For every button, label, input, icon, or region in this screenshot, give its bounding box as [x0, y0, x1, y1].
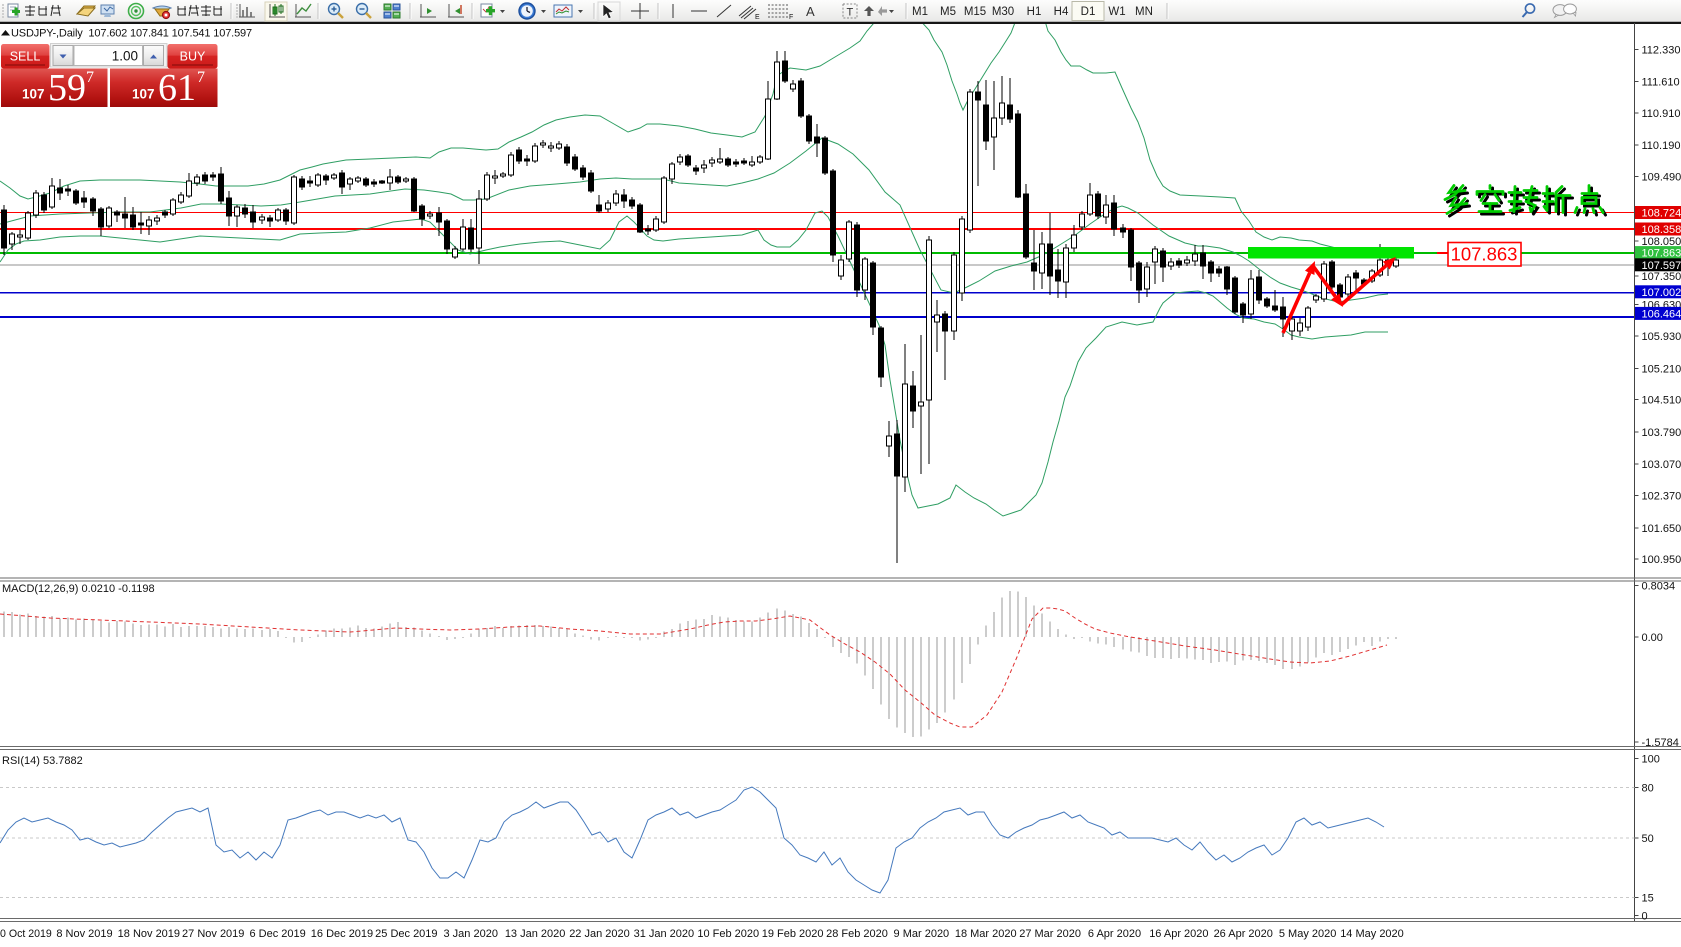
- svg-text:50: 50: [1642, 833, 1654, 845]
- svg-text:8 Nov 2019: 8 Nov 2019: [56, 928, 112, 940]
- svg-text:18 Mar 2020: 18 Mar 2020: [955, 928, 1017, 940]
- svg-text:0: 0: [1642, 911, 1648, 923]
- svg-text:28 Feb 2020: 28 Feb 2020: [826, 928, 888, 940]
- svg-text:109.490: 109.490: [1642, 172, 1681, 184]
- svg-text:MN: MN: [1135, 6, 1153, 18]
- svg-text:3 Jan 2020: 3 Jan 2020: [444, 928, 498, 940]
- svg-text:111.610: 111.610: [1642, 77, 1680, 89]
- svg-text:T: T: [847, 7, 854, 19]
- svg-text:108.050: 108.050: [1642, 236, 1681, 248]
- svg-text:80: 80: [1642, 783, 1654, 795]
- svg-text:0.8034: 0.8034: [1642, 581, 1676, 593]
- svg-text:5 May 2020: 5 May 2020: [1279, 928, 1336, 940]
- svg-text:108.724: 108.724: [1642, 208, 1681, 220]
- svg-text:105.210: 105.210: [1642, 363, 1681, 375]
- svg-text:14 May 2020: 14 May 2020: [1340, 928, 1404, 940]
- svg-text:106.464: 106.464: [1642, 308, 1681, 320]
- svg-text:7: 7: [86, 69, 94, 86]
- svg-text:6 Apr 2020: 6 Apr 2020: [1088, 928, 1141, 940]
- svg-text:-1.5784: -1.5784: [1642, 737, 1679, 749]
- svg-text:22 Jan 2020: 22 Jan 2020: [569, 928, 630, 940]
- svg-text:18 Nov 2019: 18 Nov 2019: [118, 928, 180, 940]
- svg-text:0 Oct 2019: 0 Oct 2019: [0, 928, 52, 940]
- svg-text:25 Dec 2019: 25 Dec 2019: [375, 928, 437, 940]
- svg-text:16 Apr 2020: 16 Apr 2020: [1149, 928, 1208, 940]
- svg-text:A: A: [806, 4, 815, 19]
- svg-text:100.950: 100.950: [1642, 554, 1681, 566]
- svg-text:104.510: 104.510: [1642, 395, 1681, 407]
- svg-text:H1: H1: [1027, 6, 1042, 18]
- svg-text:E: E: [755, 14, 760, 21]
- svg-text:BUY: BUY: [180, 50, 206, 64]
- svg-text:M1: M1: [912, 6, 928, 18]
- svg-text:61: 61: [158, 67, 196, 109]
- svg-text:110.190: 110.190: [1642, 140, 1681, 152]
- svg-text:M15: M15: [964, 6, 986, 18]
- svg-text:10 Feb 2020: 10 Feb 2020: [697, 928, 759, 940]
- svg-text:1.00: 1.00: [112, 49, 138, 64]
- svg-text:107.002: 107.002: [1642, 287, 1681, 299]
- svg-text:SELL: SELL: [10, 50, 41, 64]
- svg-text:110.910: 110.910: [1642, 108, 1681, 120]
- svg-text:107.863: 107.863: [1451, 244, 1518, 265]
- svg-text:27 Nov 2019: 27 Nov 2019: [182, 928, 244, 940]
- svg-text:M5: M5: [940, 6, 956, 18]
- svg-text:103.790: 103.790: [1642, 427, 1681, 439]
- svg-text:7: 7: [197, 69, 205, 86]
- svg-text:9 Mar 2020: 9 Mar 2020: [894, 928, 950, 940]
- svg-text:107.863: 107.863: [1642, 248, 1681, 260]
- svg-text:59: 59: [48, 67, 86, 109]
- svg-text:W1: W1: [1108, 6, 1125, 18]
- svg-text:107.597: 107.597: [1642, 260, 1681, 272]
- svg-text:27 Mar 2020: 27 Mar 2020: [1019, 928, 1081, 940]
- svg-text:13 Jan 2020: 13 Jan 2020: [505, 928, 566, 940]
- svg-text:107: 107: [132, 87, 155, 102]
- svg-text:F: F: [789, 14, 793, 21]
- svg-text:107: 107: [22, 87, 45, 102]
- svg-text:19 Feb 2020: 19 Feb 2020: [762, 928, 824, 940]
- svg-text:6 Dec 2019: 6 Dec 2019: [249, 928, 305, 940]
- svg-text:RSI(14) 53.7882: RSI(14) 53.7882: [2, 755, 83, 767]
- svg-text:31 Jan 2020: 31 Jan 2020: [634, 928, 695, 940]
- svg-text:H4: H4: [1054, 6, 1069, 18]
- svg-text:M30: M30: [992, 6, 1014, 18]
- svg-text:26 Apr 2020: 26 Apr 2020: [1214, 928, 1273, 940]
- svg-text:107.350: 107.350: [1642, 271, 1681, 283]
- svg-text:USDJPY-,Daily 107.602 107.841: USDJPY-,Daily 107.602 107.841 107.541 10…: [11, 28, 252, 40]
- svg-text:100: 100: [1642, 754, 1660, 766]
- svg-text:101.650: 101.650: [1642, 523, 1681, 535]
- svg-text:15: 15: [1642, 893, 1654, 905]
- svg-text:108.358: 108.358: [1642, 224, 1681, 236]
- svg-text:112.330: 112.330: [1642, 44, 1681, 56]
- svg-text:MACD(12,26,9) 0.0210 -0.1198: MACD(12,26,9) 0.0210 -0.1198: [2, 583, 155, 595]
- svg-text:105.930: 105.930: [1642, 331, 1681, 343]
- svg-text:D1: D1: [1081, 6, 1096, 18]
- svg-text:103.070: 103.070: [1642, 459, 1681, 471]
- svg-text:102.370: 102.370: [1642, 491, 1681, 503]
- svg-text:16 Dec 2019: 16 Dec 2019: [311, 928, 373, 940]
- svg-text:0.00: 0.00: [1642, 632, 1663, 644]
